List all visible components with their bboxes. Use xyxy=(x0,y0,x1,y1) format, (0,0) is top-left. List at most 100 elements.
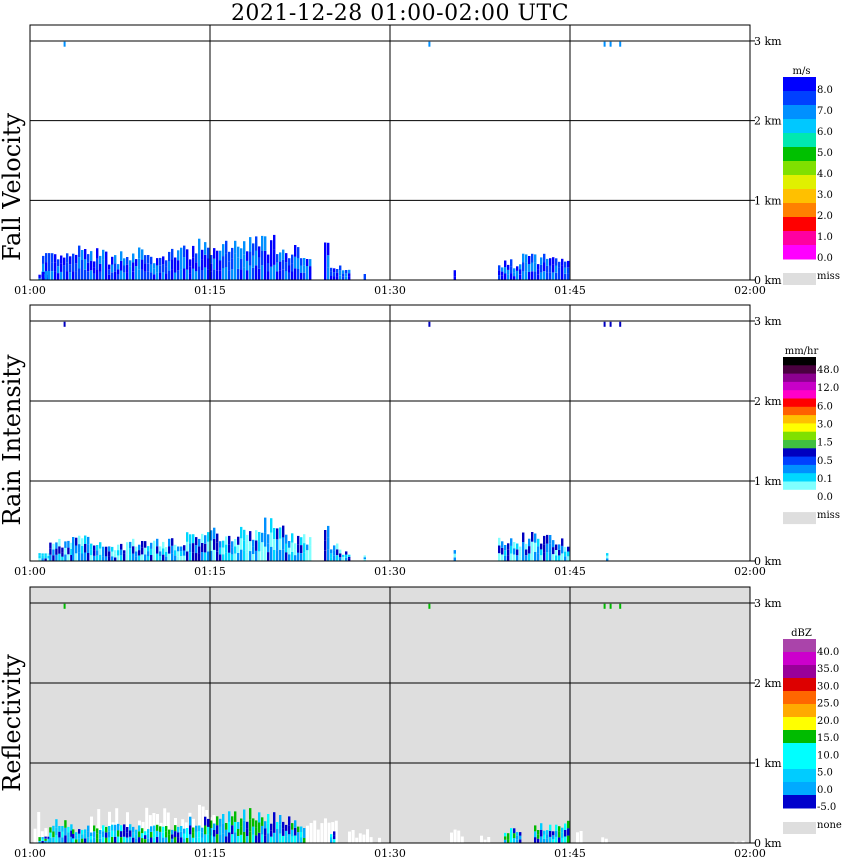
echo-cell xyxy=(162,548,165,555)
echo-cell xyxy=(507,839,510,843)
colorbar-swatch xyxy=(783,743,816,757)
echo-cell xyxy=(534,533,537,543)
echo-cell xyxy=(210,828,213,836)
echo-cell xyxy=(279,538,282,550)
echo-cell xyxy=(153,540,156,548)
echo-cell xyxy=(222,540,225,548)
colorbar-swatch xyxy=(783,357,816,366)
echo-cell xyxy=(153,831,156,838)
echo-cell xyxy=(282,249,285,260)
echo-cell xyxy=(498,553,501,561)
echo-cell xyxy=(47,838,50,841)
echo-cell xyxy=(252,267,255,280)
echo-cell xyxy=(60,263,63,272)
upper-echo-mark xyxy=(619,603,622,609)
echo-cell xyxy=(537,830,540,835)
echo-cell xyxy=(513,542,516,549)
echo-cell xyxy=(114,255,117,264)
y-tick-label: 2 km xyxy=(754,395,782,408)
echo-cell xyxy=(57,259,60,267)
echo-cell xyxy=(168,838,171,843)
echo-cell xyxy=(78,268,81,280)
echo-cell xyxy=(240,269,243,280)
echo-cell xyxy=(78,833,81,839)
echo-cell xyxy=(150,542,153,549)
echo-cell xyxy=(38,837,41,840)
echo-cell xyxy=(87,553,90,561)
echo-cell xyxy=(141,547,144,555)
echo-cell xyxy=(67,837,70,843)
colorbar-label: 1.5 xyxy=(817,438,833,449)
echo-cell xyxy=(558,826,561,832)
clear-air-return xyxy=(369,837,373,843)
colorbar-label: 48.0 xyxy=(817,365,839,376)
colorbar-label: 30.0 xyxy=(817,681,839,692)
echo-cell xyxy=(165,837,168,843)
echo-cell xyxy=(44,558,47,561)
echo-cell xyxy=(543,253,546,263)
echo-cell xyxy=(47,836,50,839)
x-tick-label: 01:45 xyxy=(554,847,586,860)
echo-cell xyxy=(525,543,528,550)
echo-cell xyxy=(243,820,246,832)
echo-cell xyxy=(507,269,510,275)
echo-cell xyxy=(90,836,93,840)
echo-cell xyxy=(48,253,51,263)
echo-cell xyxy=(261,817,264,826)
x-tick-label: 01:30 xyxy=(374,565,406,578)
echo-cell xyxy=(294,820,297,828)
echo-cell xyxy=(363,274,366,276)
clear-air-return xyxy=(450,832,453,843)
echo-cell xyxy=(162,554,165,561)
echo-cell xyxy=(216,542,219,552)
echo-cell xyxy=(198,252,201,267)
echo-cell xyxy=(336,272,339,277)
echo-cell xyxy=(507,543,510,550)
upper-echo-mark xyxy=(603,321,606,327)
echo-cell xyxy=(99,255,102,264)
echo-cell xyxy=(255,550,258,561)
echo-cell xyxy=(219,818,222,827)
echo-cell xyxy=(240,248,243,259)
echo-cell xyxy=(543,262,546,272)
echo-cell xyxy=(168,546,171,554)
echo-cell xyxy=(528,272,531,280)
echo-cell xyxy=(567,835,570,843)
y-tick-label: 2 km xyxy=(754,677,782,690)
echo-cell xyxy=(537,274,540,280)
echo-cell xyxy=(177,546,180,552)
echo-cell xyxy=(129,836,132,843)
colorbar-swatch xyxy=(783,769,816,783)
colorbar-label: 5.0 xyxy=(817,148,833,159)
echo-cell xyxy=(111,256,114,265)
echo-cell xyxy=(186,249,189,260)
echo-cell xyxy=(276,550,279,561)
echo-cell xyxy=(276,836,279,843)
echo-cell xyxy=(267,263,270,272)
echo-cell xyxy=(219,541,222,548)
echo-cell xyxy=(501,275,504,280)
echo-cell xyxy=(93,837,96,843)
echo-cell xyxy=(537,546,540,554)
echo-cell xyxy=(339,275,342,280)
echo-cell xyxy=(534,254,537,263)
echo-cell xyxy=(261,542,264,552)
echo-cell xyxy=(201,269,204,280)
echo-cell xyxy=(501,541,504,548)
echo-cell xyxy=(504,836,507,840)
echo-cell xyxy=(117,830,120,837)
echo-cell xyxy=(219,260,222,271)
echo-cell xyxy=(105,546,108,552)
colorbar-swatch xyxy=(783,704,816,718)
echo-cell xyxy=(48,262,51,271)
upper-echo-mark xyxy=(428,321,431,327)
echo-cell xyxy=(61,826,64,832)
echo-cell xyxy=(237,246,240,258)
echo-cell xyxy=(55,819,58,828)
echo-cell xyxy=(237,552,240,561)
echo-cell xyxy=(309,266,312,274)
echo-cell xyxy=(522,551,525,561)
echo-cell xyxy=(345,554,348,558)
echo-cell xyxy=(141,541,144,548)
echo-cell xyxy=(162,832,165,838)
